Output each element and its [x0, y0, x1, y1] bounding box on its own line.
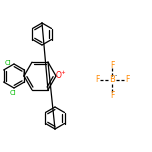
Text: F: F	[110, 90, 114, 100]
Text: +: +	[61, 71, 65, 76]
Text: O: O	[56, 71, 62, 81]
Text: Cl: Cl	[10, 90, 16, 96]
Text: Cl: Cl	[5, 60, 11, 66]
Text: F: F	[125, 76, 129, 85]
Text: F: F	[95, 76, 99, 85]
Text: F: F	[110, 60, 114, 69]
Text: -: -	[115, 74, 117, 78]
Text: B: B	[109, 76, 115, 85]
